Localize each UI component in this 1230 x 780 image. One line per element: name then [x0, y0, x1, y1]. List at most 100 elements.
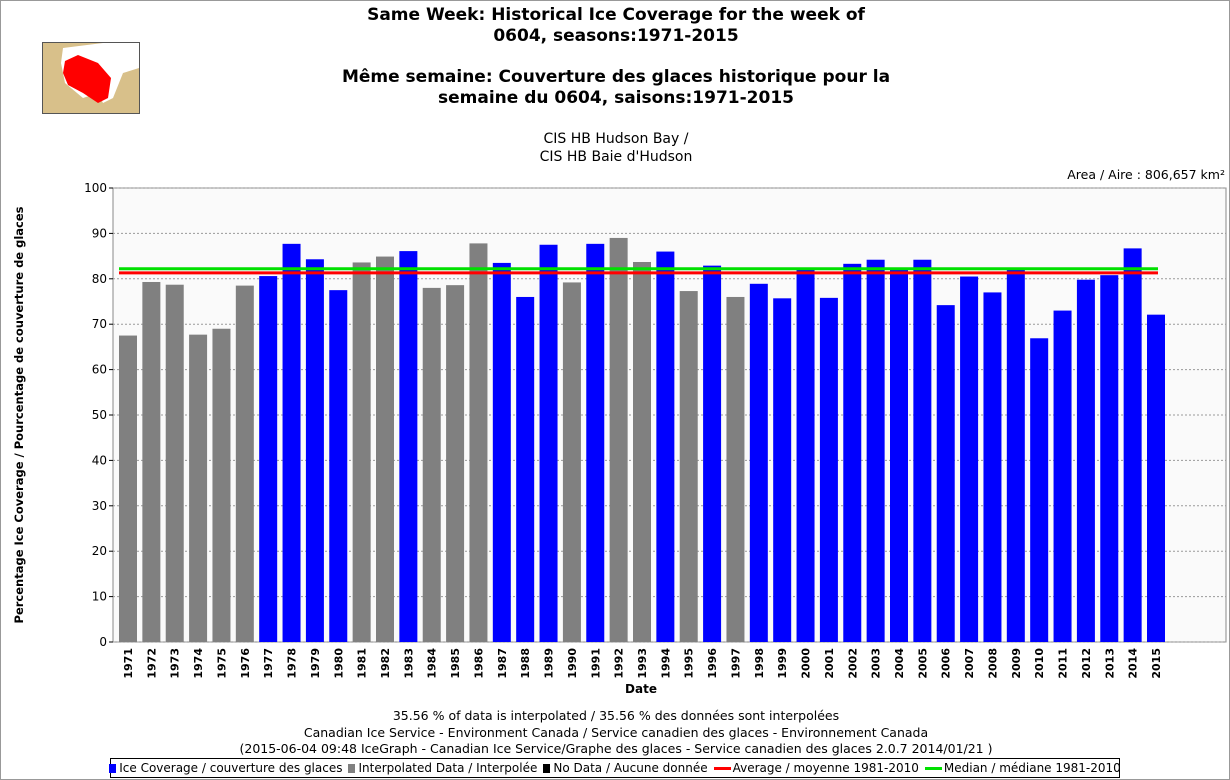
bar-1976 [235, 285, 254, 642]
x-tick-label: 1978 [286, 648, 299, 679]
bar-2005 [913, 259, 932, 642]
x-tick-label: 1999 [776, 648, 789, 679]
bar-2008 [983, 292, 1002, 642]
x-tick-label: 1975 [215, 648, 228, 679]
x-tick-label: 2013 [1103, 648, 1116, 679]
bar-2004 [890, 268, 908, 642]
x-tick-label: 1972 [145, 648, 158, 679]
x-tick-label: 2000 [800, 648, 813, 679]
x-tick-label: 2004 [893, 648, 906, 679]
x-tick-label: 2015 [1150, 648, 1163, 679]
x-tick-label: 1988 [519, 648, 532, 679]
bar-1971 [119, 335, 137, 642]
bar-2010 [1030, 338, 1049, 642]
bar-1994 [656, 251, 675, 642]
bar-1999 [773, 298, 792, 642]
y-tick-label: 50 [92, 408, 107, 422]
bar-2000 [796, 269, 815, 642]
bar-1983 [399, 251, 418, 642]
bar-1972 [142, 281, 161, 642]
title-en-2: 0604, seasons:1971-2015 [493, 26, 739, 46]
footer-line-1: 35.56 % of data is interpolated / 35.56 … [392, 708, 840, 723]
bar-1989 [539, 244, 558, 642]
bar-1991 [586, 243, 605, 643]
legend-average: Average / moyenne 1981-2010 [713, 761, 919, 775]
x-tick-label: 1984 [426, 648, 439, 679]
x-tick-label: 2007 [963, 648, 976, 679]
bar-1996 [703, 265, 722, 642]
bar-2014 [1123, 248, 1142, 642]
y-tick-label: 90 [92, 226, 107, 240]
bar-1997 [726, 296, 745, 642]
y-tick-label: 0 [99, 635, 107, 649]
bar-2011 [1053, 310, 1072, 642]
title-en-1: Same Week: Historical Ice Coverage for t… [367, 5, 865, 25]
bar-1979 [305, 259, 324, 642]
x-tick-label: 1990 [566, 648, 579, 679]
x-tick-label: 1996 [706, 648, 719, 679]
region-1: CIS HB Hudson Bay / [543, 131, 689, 147]
y-tick-label: 30 [92, 499, 107, 513]
bar-1986 [469, 243, 488, 642]
x-tick-label: 1994 [659, 648, 672, 679]
x-tick-label: 2003 [870, 648, 883, 679]
y-tick-label: 10 [92, 590, 107, 604]
bar-1993 [633, 262, 651, 642]
x-axis-label: Date [625, 682, 657, 696]
legend-coverage: Ice Coverage / couverture des glaces [109, 761, 342, 775]
bar-2015 [1147, 314, 1165, 642]
x-tick-label: 2001 [823, 648, 836, 679]
bar-1980 [329, 290, 348, 642]
x-tick-label: 1982 [379, 648, 392, 679]
area-label: Area / Aire : 806,657 km² [1067, 167, 1225, 182]
x-tick-label: 1983 [402, 648, 415, 679]
x-tick-label: 1977 [262, 648, 275, 679]
x-tick-label: 1974 [192, 648, 205, 679]
bar-1982 [376, 256, 394, 642]
x-tick-label: 1992 [613, 648, 626, 679]
x-tick-label: 1993 [636, 648, 649, 679]
x-tick-label: 1981 [356, 648, 369, 679]
x-tick-label: 1997 [729, 648, 742, 679]
x-tick-label: 1973 [169, 648, 182, 679]
title-fr-2: semaine du 0604, saisons:1971-2015 [437, 88, 794, 108]
bar-1973 [165, 284, 184, 642]
bar-2006 [936, 305, 955, 642]
bar-1985 [446, 285, 465, 642]
x-tick-label: 1987 [496, 648, 509, 679]
y-tick-label: 20 [92, 544, 107, 558]
bar-1981 [352, 262, 371, 642]
footer-line-3: (2015-06-04 09:48 IceGraph - Canadian Ic… [239, 741, 993, 756]
x-tick-label: 1989 [543, 648, 556, 679]
bar-2009 [1006, 269, 1025, 642]
x-tick-label: 1991 [589, 648, 602, 679]
title-fr-1: Même semaine: Couverture des glaces hist… [341, 67, 891, 87]
x-tick-label: 2014 [1127, 648, 1140, 679]
bar-1977 [259, 276, 278, 642]
x-tick-label: 2005 [916, 648, 929, 679]
y-tick-label: 40 [92, 453, 107, 467]
x-tick-label: 1985 [449, 648, 462, 679]
y-tick-label: 70 [92, 317, 107, 331]
bar-1995 [679, 291, 698, 642]
region-map-icon [42, 42, 140, 114]
y-tick-label: 60 [92, 363, 107, 377]
bar-2007 [960, 276, 979, 642]
bar-1974 [189, 334, 208, 642]
bar-2013 [1100, 275, 1119, 642]
bar-2003 [866, 259, 885, 642]
x-tick-label: 1979 [309, 648, 322, 679]
legend-interpolated: Interpolated Data / Interpolée [348, 761, 537, 775]
x-tick-label: 1980 [332, 648, 345, 679]
y-tick-label: 80 [92, 272, 107, 286]
x-tick-label: 1976 [239, 648, 252, 679]
bar-1988 [516, 296, 535, 642]
bar-1978 [282, 243, 301, 643]
bar-1998 [749, 283, 768, 642]
footer-line-2: Canadian Ice Service - Environment Canad… [303, 725, 929, 740]
x-tick-label: 1986 [472, 648, 485, 679]
x-tick-label: 2011 [1057, 648, 1070, 679]
bar-1990 [562, 282, 581, 642]
